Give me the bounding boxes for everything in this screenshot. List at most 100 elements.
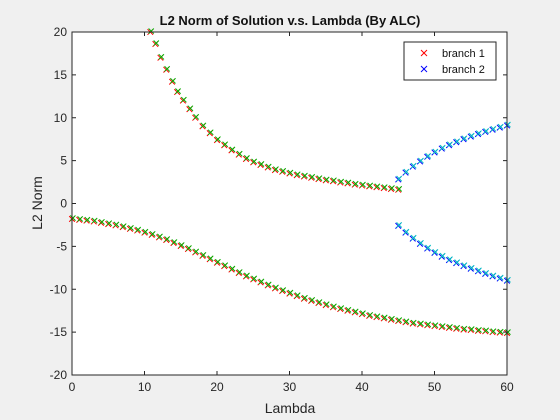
- data-point-overlay: [309, 173, 316, 180]
- data-point-overlay: [200, 251, 207, 258]
- data-point-overlay: [287, 169, 294, 176]
- x-tick-label: 20: [210, 380, 224, 394]
- y-tick-label: -5: [56, 239, 67, 253]
- data-point-overlay: [388, 315, 395, 322]
- data-point-overlay: [200, 122, 207, 129]
- legend-box: [403, 41, 497, 81]
- data-point-overlay: [461, 262, 468, 269]
- data-point-overlay: [265, 163, 272, 170]
- y-tick-label: 10: [54, 111, 68, 125]
- data-point-overlay: [504, 121, 511, 128]
- data-point-overlay: [243, 272, 250, 279]
- data-point-overlay: [483, 327, 490, 334]
- data-point-overlay: [236, 269, 243, 276]
- data-point-overlay: [330, 303, 337, 310]
- legend-marker: [420, 65, 428, 73]
- data-point-overlay: [135, 226, 142, 233]
- data-point-overlay: [171, 239, 178, 245]
- data-point-overlay: [236, 150, 243, 157]
- data-point-overlay: [461, 325, 468, 332]
- data-point-overlay: [468, 132, 475, 139]
- data-point-overlay: [148, 28, 155, 35]
- data-point-overlay: [185, 245, 192, 252]
- chart-title: L2 Norm of Solution v.s. Lambda (By ALC): [160, 13, 421, 28]
- data-point-overlay: [439, 252, 446, 259]
- data-point-overlay: [265, 281, 272, 288]
- data-point-overlay: [381, 184, 388, 191]
- data-point-overlay: [504, 276, 511, 283]
- data-point-overlay: [258, 161, 265, 167]
- y-axis-label: L2 Norm: [29, 176, 45, 230]
- data-point-overlay: [169, 77, 176, 84]
- series-1: [68, 28, 511, 337]
- data-point-overlay: [158, 53, 165, 60]
- y-tick-label: 20: [54, 25, 68, 39]
- data-point-overlay: [127, 224, 134, 231]
- data-point-overlay: [338, 178, 345, 185]
- data-point-overlay: [425, 152, 432, 159]
- data-point-overlay: [316, 299, 323, 306]
- data-point-overlay: [345, 179, 352, 186]
- plot-area: [72, 32, 507, 375]
- data-point-overlay: [425, 321, 432, 328]
- data-point-overlay: [207, 129, 214, 136]
- data-marks: [68, 28, 511, 337]
- data-point-overlay: [454, 324, 461, 331]
- data-point-overlay: [280, 287, 287, 294]
- legend-marker: [420, 49, 428, 57]
- data-point-overlay: [106, 220, 113, 227]
- data-point-overlay: [207, 255, 214, 262]
- data-point-overlay: [251, 158, 258, 165]
- data-point-overlay: [294, 171, 301, 178]
- data-point-overlay: [439, 144, 446, 151]
- data-point-overlay: [396, 221, 403, 228]
- data-point-overlay: [77, 215, 84, 222]
- data-point-overlay: [367, 311, 374, 318]
- legend-label: branch 1: [442, 48, 485, 60]
- data-point-overlay: [193, 113, 200, 120]
- data-point-overlay: [280, 167, 287, 174]
- data-point-overlay: [432, 322, 439, 329]
- data-point-overlay: [98, 218, 105, 225]
- data-point-overlay: [359, 310, 366, 317]
- data-point-overlay: [352, 180, 359, 187]
- x-axis: 0 10 20 30 40 50 60: [69, 32, 514, 394]
- data-point-overlay: [417, 157, 424, 164]
- data-point-overlay: [309, 296, 316, 303]
- x-tick-label: 50: [428, 380, 442, 394]
- data-point-overlay: [301, 172, 308, 179]
- data-point-overlay: [381, 314, 388, 321]
- data-point-overlay: [352, 308, 359, 315]
- data-point-overlay: [272, 166, 279, 173]
- y-axis: -20 -15 -10 -5 0 5 10 15 20: [50, 25, 507, 382]
- data-point-overlay: [323, 301, 330, 308]
- data-point-overlay: [301, 294, 308, 301]
- x-tick-label: 60: [500, 380, 514, 394]
- data-point-overlay: [468, 264, 475, 271]
- data-point-overlay: [475, 267, 482, 274]
- y-tick-label: 5: [60, 154, 67, 168]
- data-point-overlay: [490, 328, 497, 335]
- data-point-overlay: [338, 305, 345, 312]
- data-point-overlay: [193, 248, 200, 255]
- data-point-overlay: [490, 125, 497, 132]
- data-point-overlay: [410, 162, 417, 169]
- y-tick-label: -10: [50, 282, 68, 296]
- data-point-overlay: [359, 181, 366, 188]
- data-point-overlay: [272, 284, 279, 291]
- data-point-overlay: [258, 278, 265, 285]
- data-point-overlay: [403, 318, 410, 325]
- y-tick-label: 15: [54, 68, 68, 82]
- data-point-overlay: [475, 326, 482, 333]
- data-point-overlay: [229, 265, 236, 272]
- data-point-overlay: [120, 223, 127, 230]
- data-point-overlay: [446, 141, 453, 148]
- y-tick-label: -15: [50, 325, 68, 339]
- data-point-overlay: [316, 175, 323, 182]
- x-tick-label: 40: [355, 380, 369, 394]
- data-point-overlay: [222, 262, 229, 269]
- data-point-overlay: [229, 146, 236, 153]
- data-point-overlay: [91, 217, 98, 224]
- legend: branch 1 branch 2: [403, 41, 497, 81]
